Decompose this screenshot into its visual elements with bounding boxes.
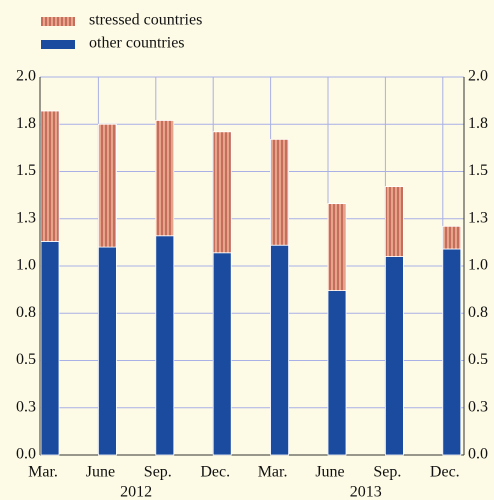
y2-tick-label: 2.0	[468, 68, 488, 85]
x-tick-label: Mar.	[28, 464, 58, 481]
legend-swatch	[41, 17, 75, 26]
y2-tick-label: 1.0	[468, 257, 488, 274]
bar-segment	[98, 246, 117, 456]
bar-segment	[384, 186, 404, 257]
bar-segment	[442, 248, 462, 456]
y-tick-label: 0.3	[16, 398, 36, 415]
y2-tick-label: 0.8	[468, 304, 488, 321]
bar-segment	[270, 244, 290, 456]
y2-tick-label: 1.3	[468, 209, 488, 226]
bar-segment	[327, 203, 347, 291]
x-group-label: 2013	[350, 484, 382, 500]
legend-swatch	[41, 40, 75, 49]
bar-segment	[155, 120, 175, 237]
bar-segment	[442, 225, 462, 250]
y2-tick-label: 0.5	[468, 351, 488, 368]
bar-segment	[384, 256, 404, 456]
x-tick-label: Dec.	[430, 464, 460, 481]
legend-label: other countries	[89, 35, 185, 52]
y-tick-label: 1.3	[16, 209, 36, 226]
bar-segment	[212, 252, 232, 456]
y2-tick-label: 0.3	[468, 398, 488, 415]
x-tick-label: Sep.	[373, 464, 401, 481]
x-tick-label: Dec.	[200, 464, 230, 481]
legend-label: stressed countries	[89, 12, 202, 29]
y-tick-label: 1.0	[16, 257, 36, 274]
legend: stressed countries other countries	[41, 12, 202, 52]
y-tick-label: 1.8	[16, 115, 36, 132]
y-tick-label: 0.0	[16, 446, 36, 463]
bar-segment	[40, 241, 60, 456]
y-tick-label: 1.5	[16, 162, 36, 179]
x-tick-label: June	[315, 464, 344, 481]
bar-segment	[155, 235, 175, 456]
y2-tick-label: 1.8	[468, 115, 488, 132]
y-tick-label: 0.5	[16, 351, 36, 368]
bar-segment	[212, 131, 232, 254]
bar-segment	[270, 138, 290, 246]
y2-tick-label: 0.0	[468, 446, 488, 463]
x-group-label: 2012	[120, 484, 152, 500]
y2-tick-label: 1.5	[468, 162, 488, 179]
x-tick-label: Mar.	[258, 464, 288, 481]
bar-segment	[327, 290, 347, 456]
bar-segment	[40, 110, 60, 242]
bar-segment	[98, 123, 117, 248]
y-tick-label: 0.8	[16, 304, 36, 321]
y-tick-label: 2.0	[16, 68, 36, 85]
x-tick-label: June	[86, 464, 115, 481]
x-tick-label: Sep.	[144, 464, 172, 481]
